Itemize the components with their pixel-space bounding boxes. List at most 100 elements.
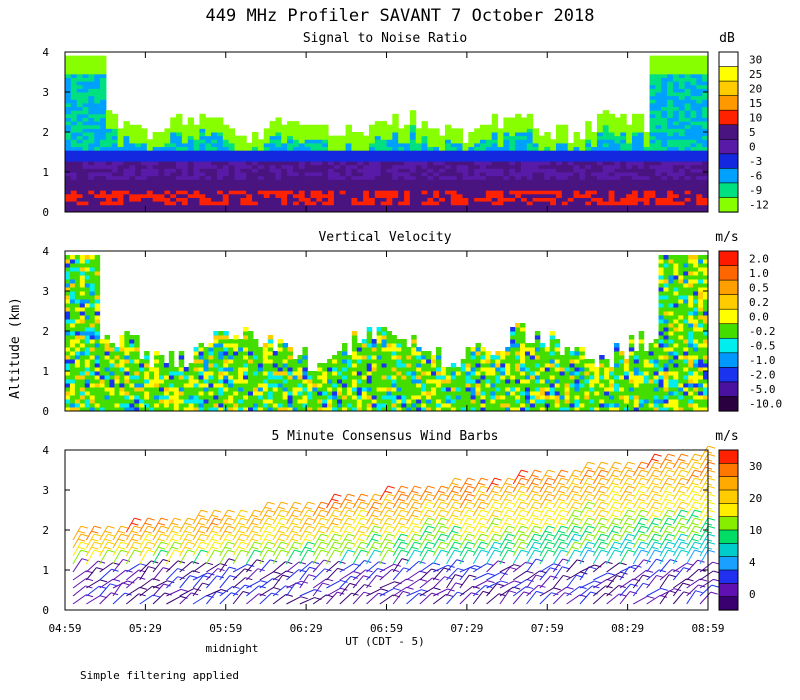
snr-cell	[480, 153, 487, 158]
snr-cell	[439, 193, 446, 198]
velocity-cell	[554, 395, 561, 400]
snr-cell	[117, 175, 124, 180]
velocity-cell	[460, 375, 467, 380]
snr-cell	[667, 117, 674, 122]
snr-cell	[187, 172, 195, 177]
velocity-cell	[248, 355, 254, 360]
snr-cell	[292, 124, 300, 129]
snr-cell	[117, 190, 124, 195]
snr-cell	[690, 161, 697, 166]
snr-cell	[216, 197, 224, 202]
snr-cell	[515, 182, 522, 188]
snr-cell	[152, 146, 160, 151]
velocity-cell	[168, 395, 175, 400]
snr-cell	[281, 193, 288, 198]
snr-cell	[240, 193, 247, 198]
snr-cell	[205, 121, 212, 126]
velocity-cell	[69, 279, 76, 284]
velocity-cell	[544, 355, 551, 360]
snr-cell	[684, 113, 691, 118]
velocity-cell	[272, 367, 279, 372]
snr-cell	[298, 168, 306, 173]
snr-cell	[696, 157, 703, 162]
velocity-cell	[134, 351, 140, 356]
snr-cell	[661, 157, 668, 162]
snr-cell	[76, 175, 84, 180]
snr-cell	[643, 193, 651, 198]
snr-cell	[76, 164, 84, 169]
velocity-cell	[426, 391, 432, 396]
snr-cell	[450, 128, 458, 133]
snr-cell	[170, 204, 177, 209]
snr-cell	[678, 208, 686, 213]
snr-cell	[82, 168, 89, 173]
snr-cell	[88, 142, 95, 148]
snr-cell	[193, 150, 200, 155]
velocity-cell	[173, 383, 180, 388]
velocity-cell	[74, 403, 81, 408]
snr-cell	[579, 204, 586, 209]
velocity-cell	[203, 363, 209, 368]
snr-cell	[450, 150, 458, 155]
snr-cell	[269, 164, 276, 169]
velocity-cell	[248, 347, 254, 352]
velocity-cell	[119, 367, 125, 372]
snr-cell	[252, 142, 259, 148]
snr-cell	[105, 110, 113, 115]
snr-cell	[275, 121, 282, 126]
snr-cell	[561, 135, 569, 140]
snr-cell	[480, 128, 487, 133]
snr-cell	[275, 153, 282, 158]
snr-cell	[82, 55, 89, 60]
snr-cell	[661, 142, 668, 148]
snr-cell	[532, 146, 539, 151]
snr-cell	[386, 186, 393, 191]
snr-cell	[328, 142, 335, 148]
snr-cell	[88, 204, 95, 209]
snr-cell	[65, 121, 72, 126]
snr-cell	[427, 146, 434, 151]
snr-cell	[328, 139, 335, 144]
velocity-cell	[233, 395, 239, 400]
velocity-cell	[465, 379, 472, 384]
velocity-cell	[366, 379, 373, 384]
velocity-cell	[203, 379, 209, 384]
snr-cell	[170, 164, 177, 169]
snr-cell	[351, 153, 358, 158]
snr-cell	[328, 153, 335, 158]
snr-cell	[257, 190, 265, 195]
velocity-cell	[633, 351, 640, 356]
velocity-cell	[65, 379, 71, 384]
snr-cell	[65, 197, 72, 202]
snr-cell	[596, 161, 604, 166]
snr-cell	[129, 172, 136, 177]
velocity-cell	[470, 347, 477, 352]
snr-cell	[88, 132, 95, 137]
velocity-cell	[69, 379, 76, 384]
snr-cell	[82, 179, 89, 184]
snr-cell	[176, 139, 183, 144]
snr-cell	[649, 128, 656, 133]
snr-cell	[310, 157, 317, 162]
snr-cell	[234, 186, 241, 191]
velocity-cell	[154, 363, 160, 368]
velocity-cell	[65, 315, 71, 320]
snr-cell	[333, 190, 341, 195]
snr-cell	[205, 161, 212, 166]
snr-cell	[585, 128, 592, 133]
snr-cell	[661, 102, 668, 108]
snr-cell	[281, 142, 288, 148]
velocity-cell	[435, 371, 442, 376]
velocity-cell	[549, 407, 556, 412]
snr-cell	[368, 204, 376, 209]
velocity-cell	[79, 407, 86, 412]
snr-cell	[100, 73, 107, 78]
snr-cell	[252, 139, 259, 144]
snr-cell	[374, 128, 382, 133]
snr-cell	[310, 201, 317, 206]
snr-cell	[538, 161, 545, 166]
velocity-cell	[421, 367, 427, 372]
velocity-cell	[628, 407, 635, 412]
snr-cell	[170, 121, 177, 126]
snr-cell	[228, 139, 236, 144]
